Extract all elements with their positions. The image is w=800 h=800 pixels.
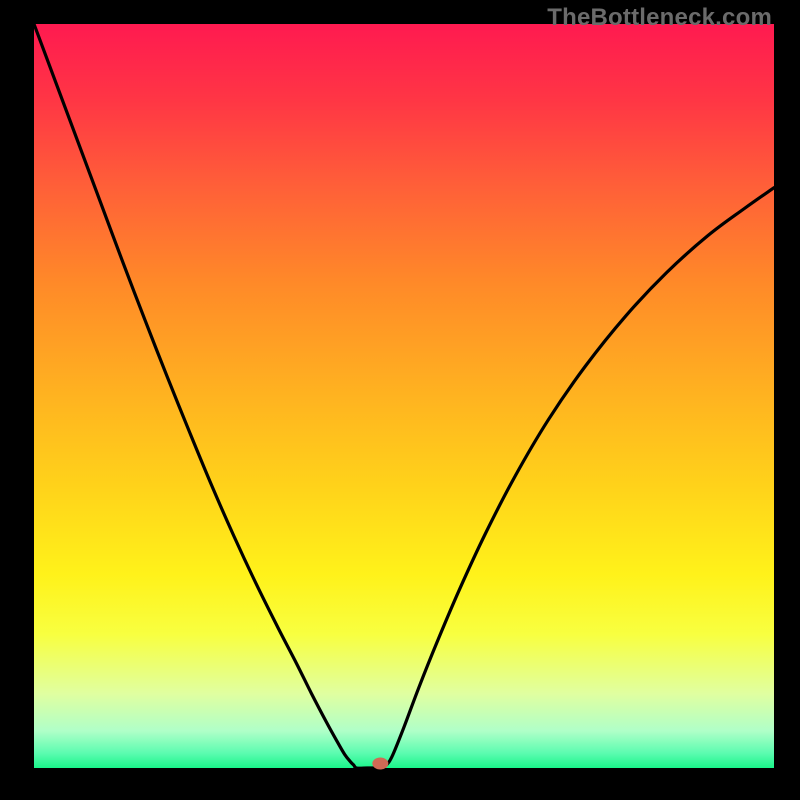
minimum-marker xyxy=(372,758,388,770)
watermark-text: TheBottleneck.com xyxy=(547,4,772,32)
curve-layer xyxy=(34,24,774,768)
plot-area xyxy=(34,24,774,768)
bottleneck-curve xyxy=(34,24,774,768)
chart-root: TheBottleneck.com xyxy=(0,0,800,800)
